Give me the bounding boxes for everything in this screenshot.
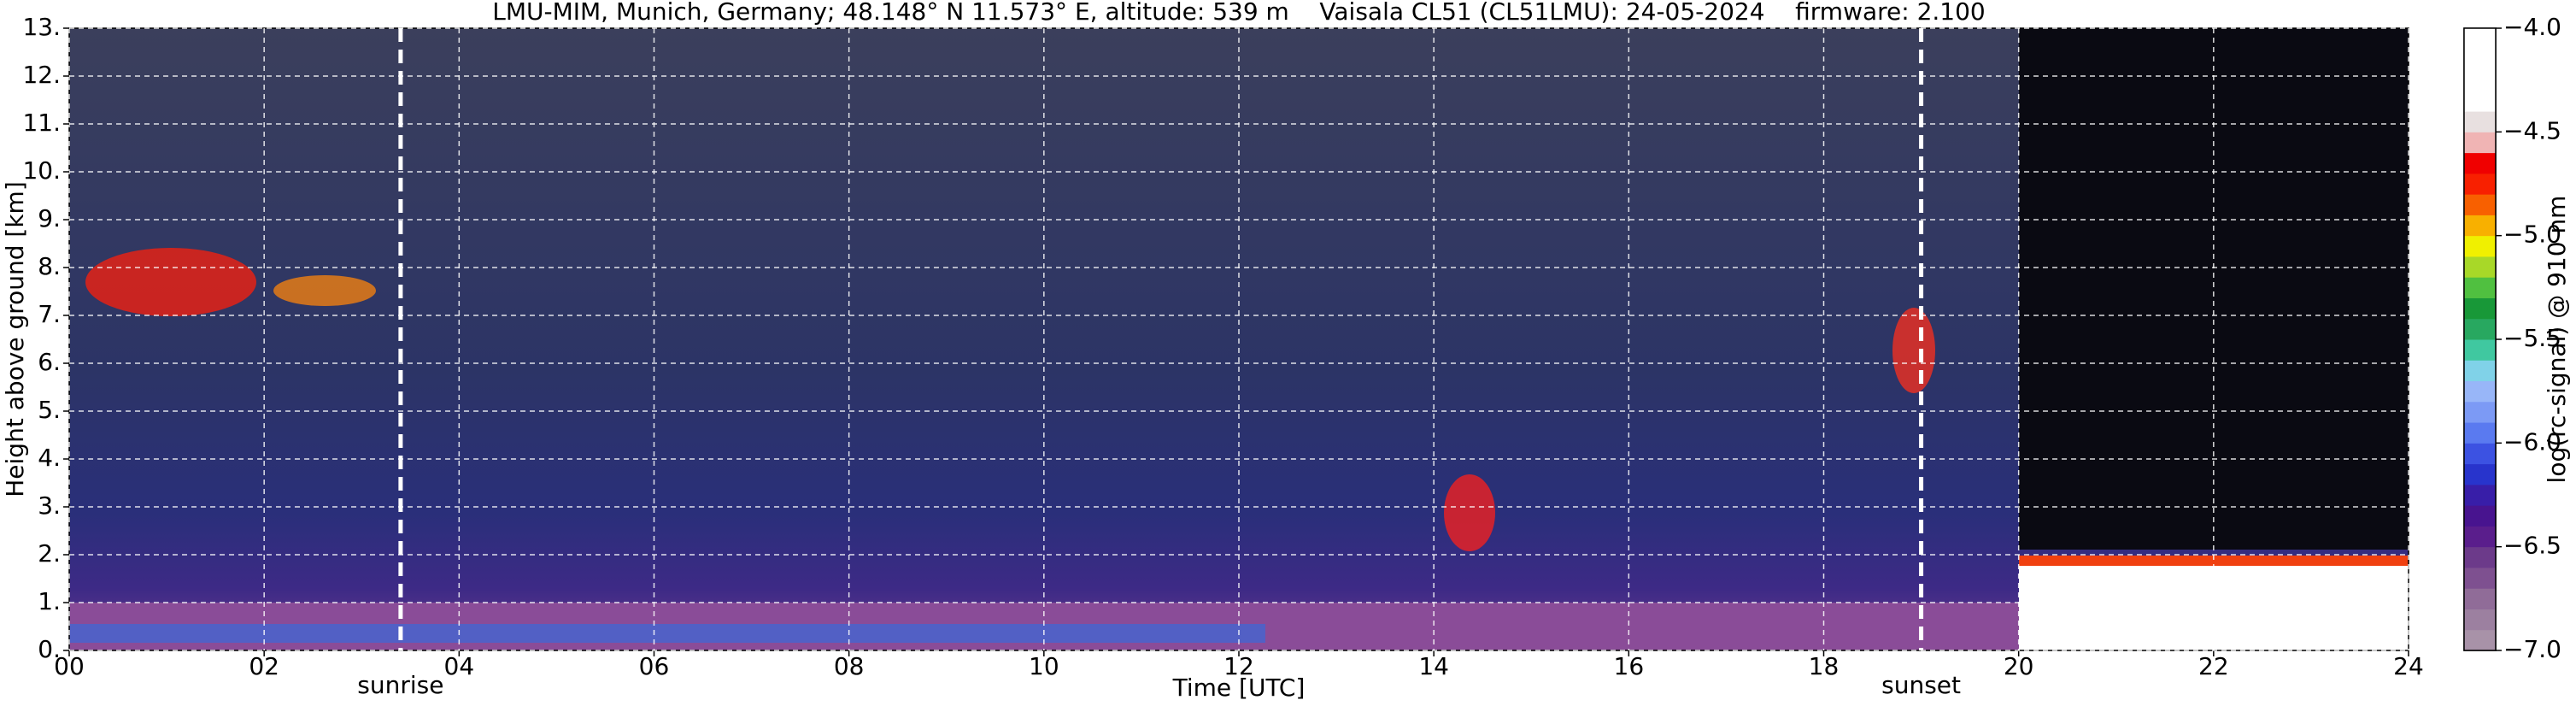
x-tick-label: 02 (249, 652, 279, 680)
colorbar-swatch (2464, 422, 2496, 444)
x-tick-label: 20 (2004, 652, 2034, 680)
colorbar-swatch (2464, 463, 2496, 485)
colorbar-swatch (2464, 546, 2496, 568)
y-tick-label: 6. (38, 348, 61, 376)
y-tick-label: 5. (38, 396, 61, 424)
x-tick-label: 18 (1809, 652, 1840, 680)
y-tick-label: 4. (38, 444, 61, 472)
x-tick-label: 00 (54, 652, 85, 680)
colorbar-tick-label: −5.5 (2503, 324, 2561, 352)
colorbar-swatch (2464, 111, 2496, 132)
x-tick-label: 14 (1418, 652, 1449, 680)
x-tick-label: 06 (639, 652, 670, 680)
colorbar-swatch (2464, 194, 2496, 215)
colorbar-swatch (2464, 526, 2496, 548)
colorbar-swatch (2464, 256, 2496, 278)
colorbar-swatch (2464, 505, 2496, 527)
colorbar-swatch (2464, 443, 2496, 465)
y-tick-label: 10. (22, 156, 61, 185)
y-axis-label: Height above ground [km] (1, 181, 29, 497)
y-tick-label: 7. (38, 300, 61, 328)
y-tick-label: 11. (22, 109, 61, 137)
annotation-label: sunrise (357, 671, 443, 699)
chart-title: LMU-MIM, Munich, Germany; 48.148° N 11.5… (492, 0, 1986, 26)
colorbar-swatch (2464, 215, 2496, 237)
y-tick-label: 1. (38, 587, 61, 615)
colorbar-swatch (2464, 401, 2496, 423)
colorbar-tick-label: −6.5 (2503, 532, 2561, 560)
colorbar-swatch (2464, 609, 2496, 631)
y-tick-label: 0. (38, 635, 61, 663)
x-axis-label: Time [UTC] (1172, 674, 1306, 702)
colorbar-swatch (2464, 297, 2496, 320)
colorbar-swatch (2464, 90, 2496, 112)
colorbar-swatch (2464, 132, 2496, 154)
y-tick-label: 2. (38, 539, 61, 568)
y-tick-label: 9. (38, 204, 61, 232)
x-tick-label: 22 (2198, 652, 2229, 680)
x-tick-label: 12 (1223, 652, 1254, 680)
y-tick-label: 12. (22, 61, 61, 89)
colorbar-swatch (2464, 49, 2496, 71)
colorbar-swatch (2464, 380, 2496, 403)
colorbar-tick-label: −6.0 (2503, 427, 2561, 456)
colorbar-swatch (2464, 360, 2496, 382)
x-tick-label: 24 (2393, 652, 2424, 680)
y-tick-label: 3. (38, 491, 61, 520)
colorbar-swatch (2464, 318, 2496, 340)
colorbar-swatch (2464, 484, 2496, 506)
colorbar-tick-label: −7.0 (2503, 635, 2561, 663)
x-tick-label: 10 (1029, 652, 1059, 680)
colorbar-tick-label: −4.0 (2503, 13, 2561, 41)
colorbar-swatch (2464, 152, 2496, 174)
x-tick-label: 08 (834, 652, 865, 680)
colorbar-tick-label: −4.5 (2503, 116, 2561, 144)
colorbar-swatch (2464, 235, 2496, 257)
colorbar-swatch (2464, 629, 2496, 651)
colorbar-swatch (2464, 28, 2496, 50)
colorbar-label: log(rc-signal) @ 910 nm (2543, 196, 2571, 484)
colorbar-swatch (2464, 69, 2496, 91)
colorbar-swatch (2464, 277, 2496, 298)
colorbar-tick-label: −5.0 (2503, 221, 2561, 249)
colorbar-swatch (2464, 173, 2496, 195)
y-tick-label: 8. (38, 252, 61, 280)
y-tick-label: 13. (22, 13, 61, 41)
x-tick-label: 16 (1614, 652, 1645, 680)
x-tick-label: 04 (444, 652, 475, 680)
colorbar-swatch (2464, 567, 2496, 589)
annotation-label: sunset (1881, 671, 1961, 699)
colorbar-swatch (2464, 588, 2496, 609)
colorbar-swatch (2464, 339, 2496, 361)
